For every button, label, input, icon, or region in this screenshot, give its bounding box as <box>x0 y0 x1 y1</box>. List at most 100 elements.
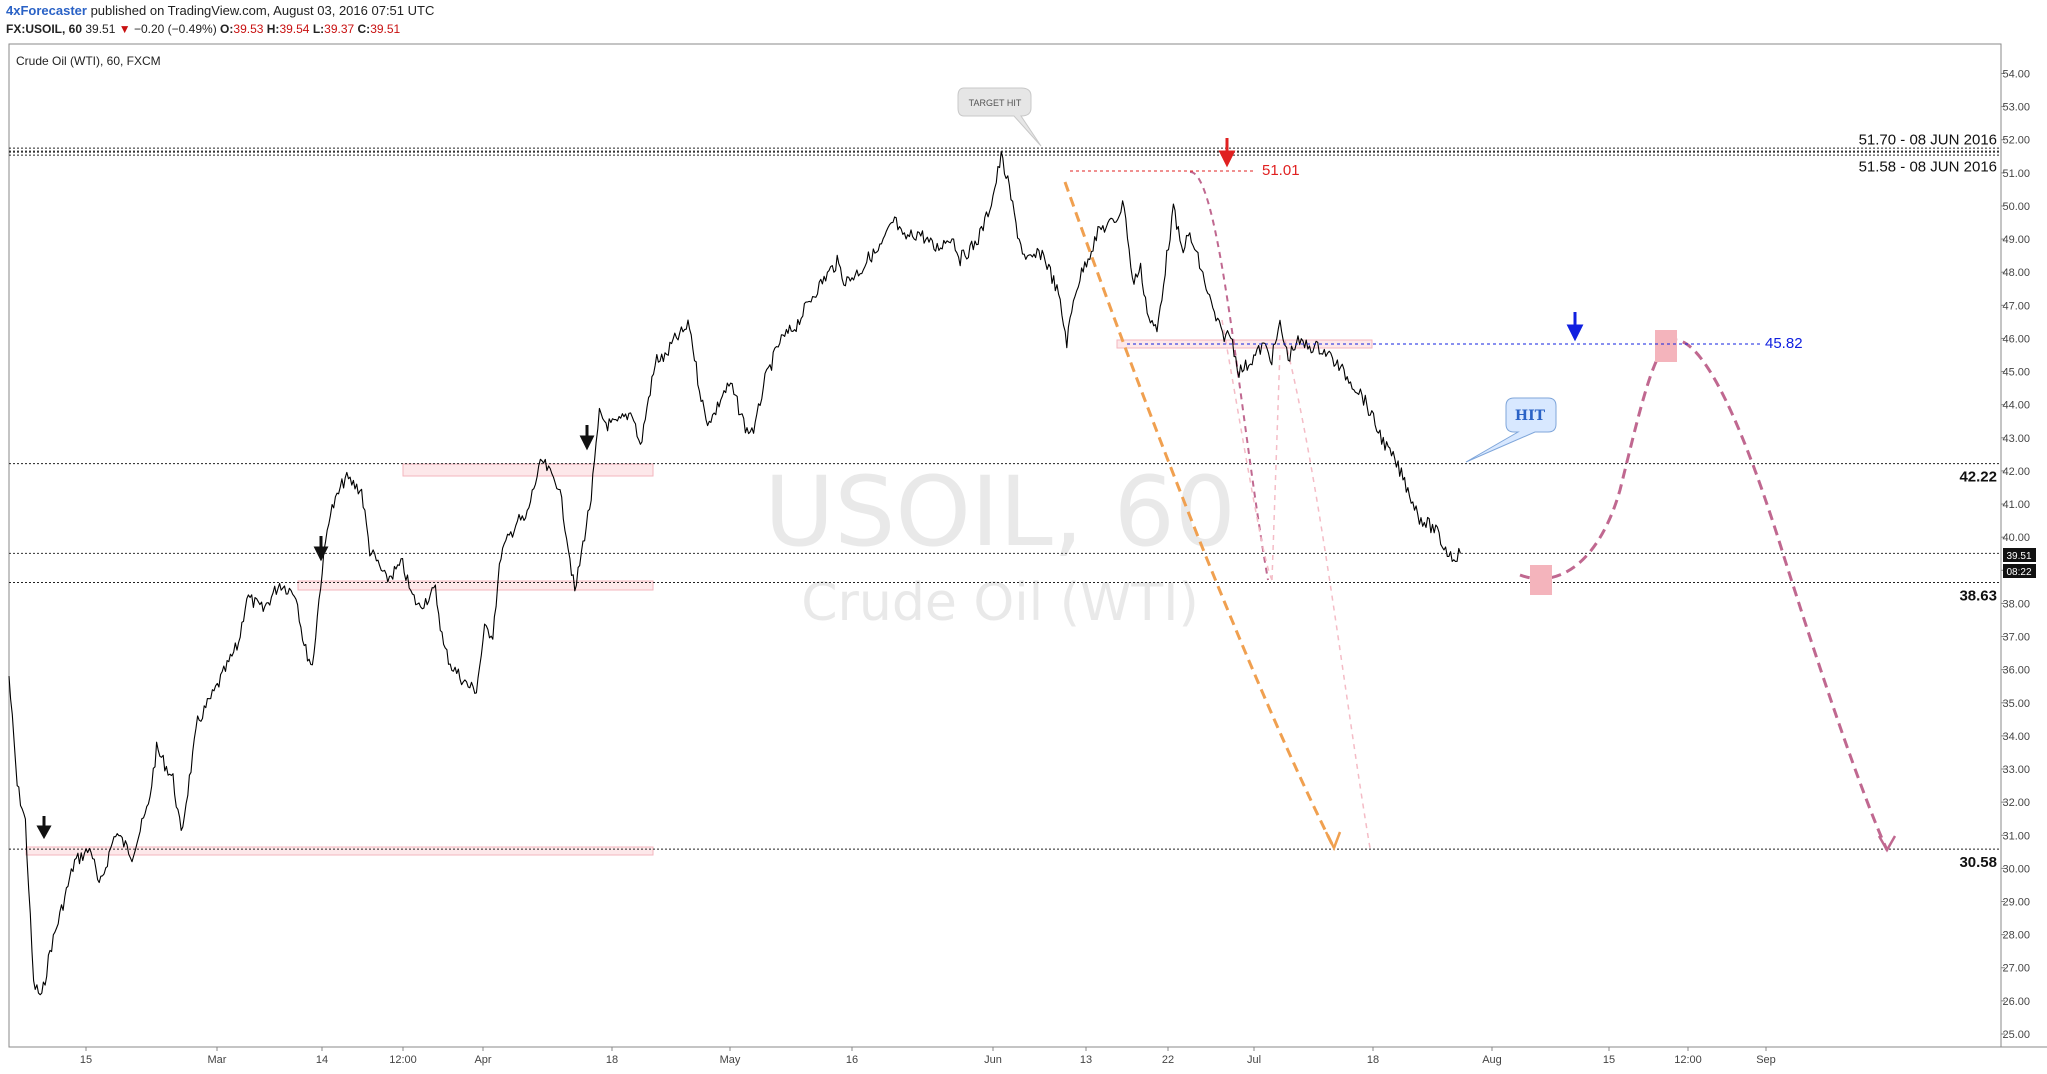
y-tick-label: 28.00 <box>2002 930 2030 942</box>
level-label: 30.58 <box>1959 854 1997 871</box>
level-label: 51.70 - 08 JUN 2016 <box>1859 132 1997 149</box>
zone-resistance-jul <box>1116 339 1373 349</box>
y-tick-label: 36.00 <box>2002 665 2030 677</box>
y-tick-label: 46.00 <box>2002 333 2030 345</box>
price-line <box>8 150 1461 996</box>
price-change: −0.20 (−0.49%) <box>133 22 217 36</box>
y-tick-label: 35.00 <box>2002 698 2030 710</box>
close-label: C: <box>357 22 371 36</box>
time-axis: 15 Mar 14 12:00 Apr 18 May 16 Jun 13 22 Jul 18 Aug 15 1… <box>80 1047 1776 1066</box>
zone-resistance-apr <box>402 463 654 477</box>
x-tick-label: 15 <box>1603 1054 1615 1066</box>
x-tick-label: 18 <box>606 1054 618 1066</box>
x-tick-label: Jun <box>984 1054 1002 1066</box>
y-tick-label: 50.00 <box>2002 201 2030 213</box>
pink-path-2 <box>1271 349 1281 581</box>
blue-down-arrow-icon <box>1566 312 1584 342</box>
chart-title: Crude Oil (WTI), 60, FXCM <box>16 54 161 68</box>
y-tick-label: 25.00 <box>2002 1029 2030 1041</box>
price-tag-box <box>2003 548 2036 562</box>
y-tick-label: 31.00 <box>2002 830 2030 842</box>
publisher-header: 4xForecaster published on TradingView.co… <box>6 2 434 20</box>
orange-arrowhead-icon <box>1324 831 1342 852</box>
blue-level-label: 45.82 <box>1765 335 1803 352</box>
hit-text: HIT <box>1515 408 1546 424</box>
y-tick-label: 41.00 <box>2002 499 2030 511</box>
x-tick-label: 16 <box>846 1054 858 1066</box>
x-tick-label: Jul <box>1247 1054 1261 1066</box>
price-axis: 25.00 26.00 27.00 28.00 29.00 30.00 31.00 32.00… <box>2001 68 2030 1041</box>
x-tick-label: 14 <box>316 1054 328 1066</box>
open-value: 39.53 <box>233 22 264 36</box>
pink-path-1 <box>1221 319 1273 581</box>
y-tick-label: 48.00 <box>2002 267 2030 279</box>
y-tick-label: 27.00 <box>2002 963 2030 975</box>
y-tick-label: 43.00 <box>2002 433 2030 445</box>
symbol-name: FX:USOIL, 60 <box>6 22 83 36</box>
annotations: 51.01 45.82 TARGET HIT HIT <box>36 87 1803 840</box>
last-price: 39.51 <box>85 22 116 36</box>
high-label: H: <box>266 22 280 36</box>
y-tick-label: 33.00 <box>2002 764 2030 776</box>
price-tag-value: 39.51 <box>2006 551 2031 562</box>
horizontal-levels: 51.70 - 08 JUN 2016 51.58 - 08 JUN 2016 42… <box>9 132 2001 871</box>
x-tick-label: 13 <box>1080 1054 1092 1066</box>
hit-callout <box>1465 397 1557 463</box>
low-label: L: <box>312 22 325 36</box>
red-down-arrow-icon <box>1218 138 1236 168</box>
x-tick-label: May <box>720 1054 741 1066</box>
pink-path-3 <box>1284 339 1371 849</box>
y-tick-label: 49.00 <box>2002 234 2030 246</box>
target-hit-text: TARGET HIT <box>969 98 1022 108</box>
symbol-ohlc-line: FX:USOIL, 60 39.51 ▼ −0.20 (−0.49%) O:39… <box>6 20 400 38</box>
x-tick-label: 22 <box>1162 1054 1174 1066</box>
y-tick-label: 54.00 <box>2002 68 2030 80</box>
zone-support-mar <box>297 580 654 591</box>
y-tick-label: 37.00 <box>2002 632 2030 644</box>
target-hit-callout <box>957 87 1042 147</box>
y-tick-label: 42.00 <box>2002 466 2030 478</box>
projection-paths <box>1063 170 1897 853</box>
down-arrow-icon: ▼ <box>118 22 131 36</box>
x-tick-label: Sep <box>1756 1054 1776 1066</box>
y-tick-label: 45.00 <box>2002 367 2030 379</box>
price-tag: 39.51 08:22 <box>2003 548 2036 578</box>
x-tick-label: 12:00 <box>1674 1054 1702 1066</box>
x-tick-label: Aug <box>1482 1054 1502 1066</box>
x-tick-label: 12:00 <box>389 1054 417 1066</box>
chart-frame <box>8 43 2002 1048</box>
y-tick-label: 34.00 <box>2002 731 2030 743</box>
y-tick-label: 52.00 <box>2002 135 2030 147</box>
zone-support-feb <box>25 846 654 856</box>
y-tick-label: 29.00 <box>2002 896 2030 908</box>
level-label: 42.22 <box>1959 469 1997 486</box>
x-tick-label: 15 <box>80 1054 92 1066</box>
black-down-arrow-icon <box>36 816 52 840</box>
y-tick-label: 38.00 <box>2002 598 2030 610</box>
magenta-arrowhead-icon <box>1877 835 1897 853</box>
magenta-projection-path <box>1519 338 1889 851</box>
x-tick-label: 18 <box>1367 1054 1379 1066</box>
orange-projection-path <box>1063 181 1336 849</box>
y-tick-label: 44.00 <box>2002 400 2030 412</box>
watermark-name: Crude Oil (WTI) <box>801 573 1199 633</box>
y-tick-label: 40.00 <box>2002 532 2030 544</box>
time-tag-value: 08:22 <box>2006 567 2031 578</box>
target-box-high <box>1655 330 1677 362</box>
watermark-symbol: USOIL, 60 <box>764 456 1236 568</box>
support-resistance-zones <box>25 339 1373 856</box>
price-series <box>8 150 1461 996</box>
author-link[interactable]: 4xForecaster <box>6 3 87 18</box>
y-tick-label: 32.00 <box>2002 797 2030 809</box>
red-level-label: 51.01 <box>1262 162 1300 179</box>
level-label: 38.63 <box>1959 588 1997 605</box>
published-text: published on TradingView.com, August 03,… <box>90 3 435 18</box>
y-tick-label: 30.00 <box>2002 863 2030 875</box>
y-tick-label: 53.00 <box>2002 102 2030 114</box>
x-tick-label: Apr <box>474 1054 491 1066</box>
target-box-low <box>1530 565 1552 595</box>
low-value: 39.37 <box>324 22 355 36</box>
y-tick-label: 26.00 <box>2002 996 2030 1008</box>
black-down-arrow-icon <box>313 536 329 562</box>
